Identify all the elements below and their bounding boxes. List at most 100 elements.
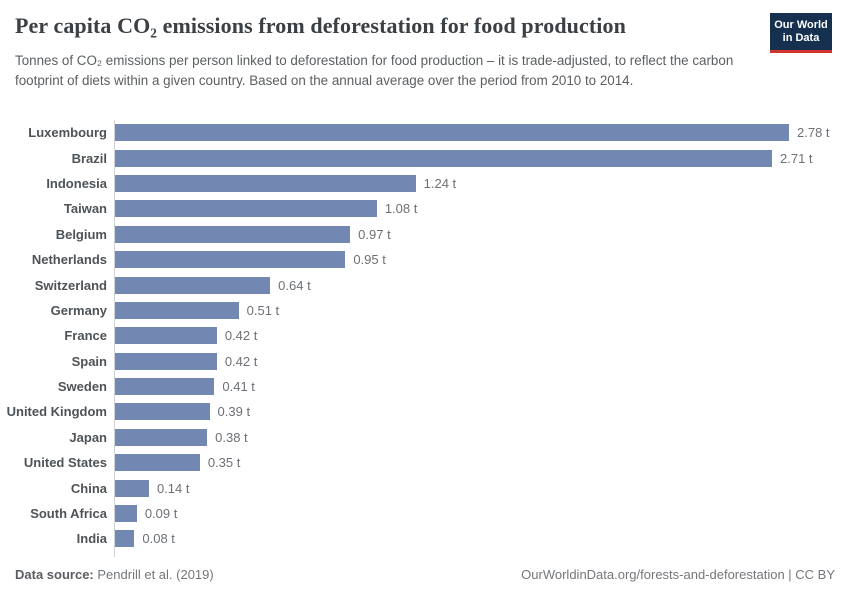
value-label: 0.08 t (142, 531, 175, 547)
bar[interactable] (115, 327, 217, 345)
bar-row: South Africa 0.09 t (0, 501, 850, 526)
bar-track: 1.08 t (115, 200, 850, 218)
bar-row: Belgium 0.97 t (0, 222, 850, 247)
bar-row: Brazil 2.71 t (0, 145, 850, 170)
bar-row: Netherlands 0.95 t (0, 247, 850, 272)
bar-track: 2.71 t (115, 149, 850, 167)
bar-track: 0.41 t (115, 378, 850, 396)
value-label: 0.97 t (358, 226, 391, 242)
bar-row: Switzerland 0.64 t (0, 272, 850, 297)
bar-track: 0.39 t (115, 403, 850, 421)
country-label: Sweden (57, 379, 107, 395)
bar-row: Indonesia 1.24 t (0, 171, 850, 196)
bar-row: China 0.14 t (0, 475, 850, 500)
value-label: 0.42 t (224, 353, 258, 369)
value-label: 0.35 t (207, 455, 241, 471)
country-label: India (76, 531, 107, 547)
value-label: 2.71 t (780, 150, 813, 166)
bar-track: 0.42 t (115, 352, 850, 370)
country-label: Taiwan (63, 201, 107, 217)
value-label: 0.95 t (353, 252, 386, 268)
bar[interactable] (115, 428, 208, 446)
bar[interactable] (115, 225, 351, 243)
bar-track: 0.35 t (115, 454, 850, 472)
value-label: 0.39 t (217, 404, 251, 420)
owid-logo-line2: in Data (782, 31, 820, 44)
country-label: South Africa (30, 506, 107, 522)
country-label: Germany (50, 302, 107, 318)
owid-logo[interactable]: Our World in Data (770, 13, 832, 53)
country-label: Indonesia (46, 175, 107, 191)
data-source: Data source: Pendrill et al. (2019) (15, 567, 214, 582)
data-source-value: Pendrill et al. (2019) (97, 567, 214, 582)
bar[interactable] (115, 454, 200, 472)
bar-track: 0.64 t (115, 276, 850, 294)
bar-track: 0.38 t (115, 428, 850, 446)
country-label: China (70, 480, 107, 496)
bar[interactable] (115, 479, 149, 497)
bar-rows: Luxembourg 2.78 t Brazil 2.71 t Indonesia 1.2… (0, 120, 850, 552)
bar[interactable] (115, 124, 789, 142)
bar-track: 0.14 t (115, 479, 850, 497)
bar-track: 0.42 t (115, 327, 850, 345)
value-label: 2.78 t (797, 125, 830, 141)
bar-row: Japan 0.38 t (0, 425, 850, 450)
bar-row: Luxembourg 2.78 t (0, 120, 850, 145)
bar-row: Germany 0.51 t (0, 298, 850, 323)
value-label: 0.42 t (224, 328, 258, 344)
bar-row: India 0.08 t (0, 526, 850, 551)
value-label: 0.09 t (144, 506, 178, 522)
country-label: United Kingdom (6, 404, 107, 420)
page-title: Per capita CO₂ emissions from deforestat… (15, 13, 626, 38)
chart-subtitle: Tonnes of CO₂ emissions per person linke… (15, 53, 734, 89)
value-label: 1.24 t (423, 175, 457, 191)
value-label: 0.51 t (246, 302, 280, 318)
bar[interactable] (115, 505, 137, 523)
bar[interactable] (115, 174, 416, 192)
value-label: 0.41 t (222, 379, 255, 395)
bar[interactable] (115, 530, 135, 548)
bar[interactable] (115, 276, 271, 294)
country-label: Spain (71, 353, 107, 369)
owid-logo-stripe (770, 50, 832, 53)
bar-track: 0.08 t (115, 530, 850, 548)
y-axis-line (114, 120, 115, 557)
owid-logo-text: Our World in Data (770, 13, 832, 50)
owid-logo-line1: Our World (774, 18, 828, 31)
bar[interactable] (115, 403, 210, 421)
bar-track: 0.95 t (115, 251, 850, 269)
data-source-label: Data source: (15, 567, 94, 582)
bar-track: 0.09 t (115, 505, 850, 523)
bar-track: 0.97 t (115, 225, 850, 243)
country-label: Netherlands (31, 252, 107, 268)
bar-track: 2.78 t (115, 124, 850, 142)
bar-row: United Kingdom 0.39 t (0, 399, 850, 424)
bar-track: 1.24 t (115, 174, 850, 192)
country-label: Brazil (71, 150, 107, 166)
owid-url-license[interactable]: OurWorldinData.org/forests-and-deforesta… (521, 567, 835, 582)
bar-row: United States 0.35 t (0, 450, 850, 475)
bar[interactable] (115, 378, 215, 396)
bar[interactable] (115, 149, 773, 167)
country-label: France (64, 328, 107, 344)
bar[interactable] (115, 200, 377, 218)
bar[interactable] (115, 352, 217, 370)
country-label: Switzerland (34, 277, 107, 293)
bar-chart: Luxembourg 2.78 t Brazil 2.71 t Indonesia 1.2… (0, 120, 850, 557)
bar[interactable] (115, 301, 239, 319)
bar-row: Taiwan 1.08 t (0, 196, 850, 221)
bar-row: France 0.42 t (0, 323, 850, 348)
bar-track: 0.51 t (115, 301, 850, 319)
country-label: Luxembourg (28, 125, 107, 141)
country-label: United States (23, 455, 107, 471)
bar-row: Spain 0.42 t (0, 349, 850, 374)
country-label: Belgium (55, 226, 107, 242)
value-label: 0.64 t (278, 277, 311, 293)
value-label: 1.08 t (384, 201, 418, 217)
bar-row: Sweden 0.41 t (0, 374, 850, 399)
country-label: Japan (69, 429, 107, 445)
chart-footer: Data source: Pendrill et al. (2019) OurW… (15, 567, 835, 582)
value-label: 0.38 t (215, 429, 248, 445)
bar[interactable] (115, 251, 346, 269)
